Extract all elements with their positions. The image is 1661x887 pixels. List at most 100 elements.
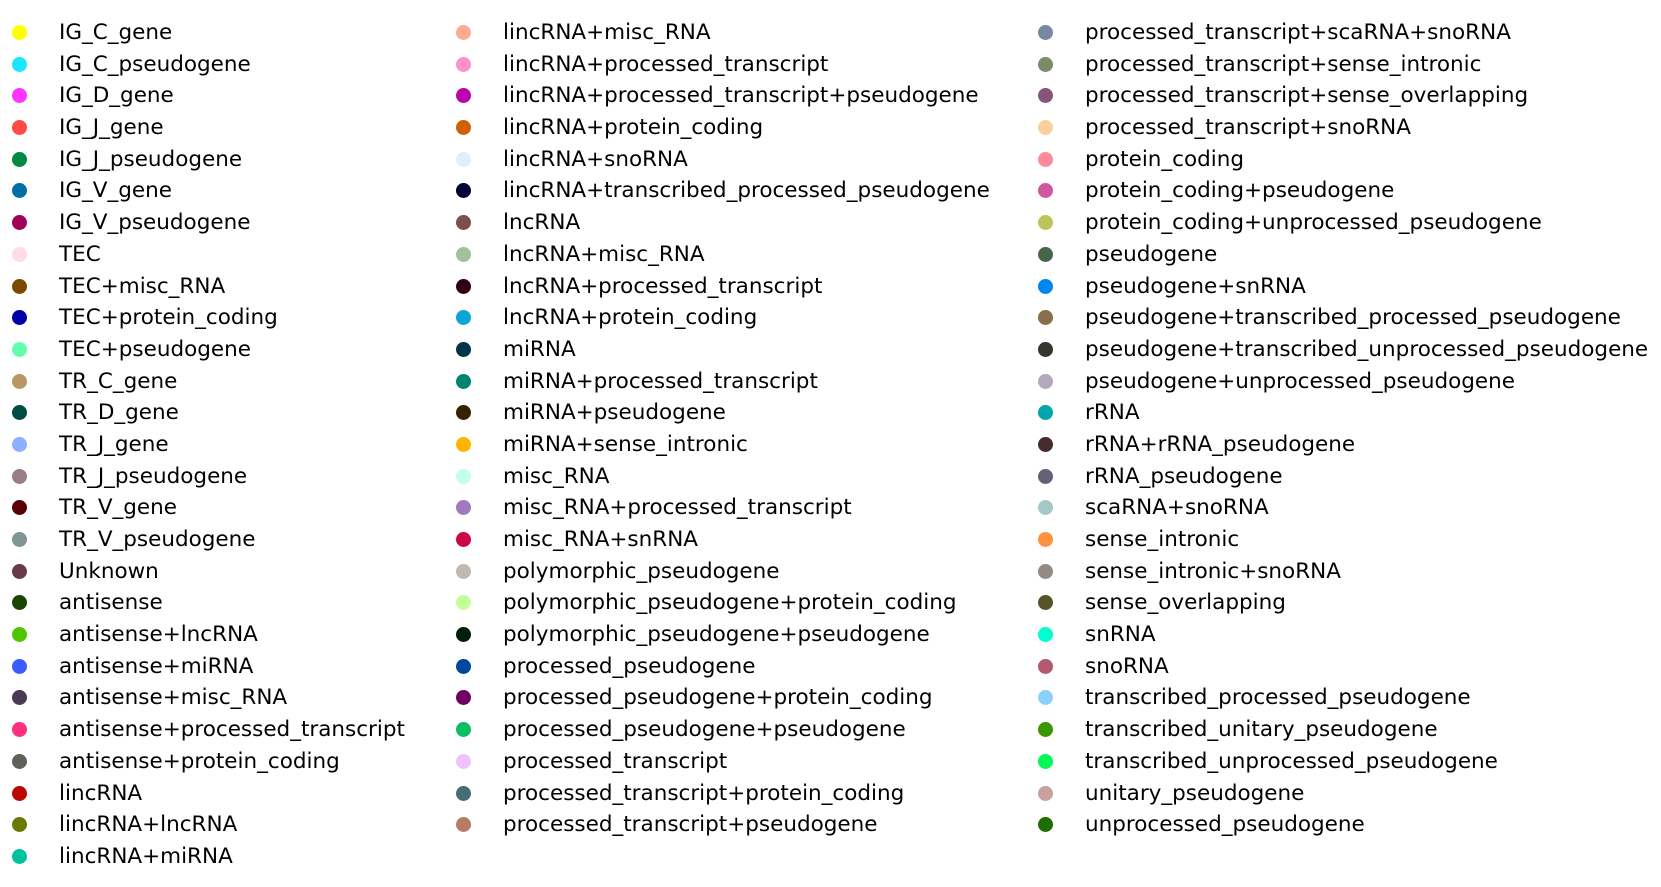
legend-marker [1038,56,1053,72]
legend-label: rRNA [1085,400,1140,426]
legend-marker [12,151,27,167]
legend-label: lincRNA+transcribed_processed_pseudogene [503,178,990,204]
legend-label: transcribed_processed_pseudogene [1085,685,1471,711]
legend-marker [1038,690,1053,706]
legend-marker [1038,785,1053,801]
legend-marker [456,500,471,516]
legend-marker [12,658,27,674]
legend-label: lncRNA+misc_RNA [503,241,705,267]
legend-label: antisense [59,590,163,616]
legend-label: TEC+protein_coding [59,305,278,331]
legend-marker [456,722,471,738]
legend-marker [456,627,471,643]
legend-marker [456,532,471,547]
legend-marker [12,120,27,136]
legend-label: TR_J_gene [59,431,169,457]
legend-label: IG_J_gene [59,115,164,141]
legend-label: TR_J_pseudogene [59,463,248,489]
legend-label: miRNA+processed_transcript [503,368,818,394]
legend-label: TR_D_gene [59,400,179,426]
legend-marker [12,627,27,643]
legend-label: processed_pseudogene+pseudogene [503,717,906,743]
legend-label: IG_V_pseudogene [59,210,251,236]
legend-marker [1038,120,1053,136]
legend-label: antisense+lncRNA [59,622,258,648]
legend-label: lincRNA+processed_transcript+pseudogene [503,83,979,109]
legend-marker [12,785,27,801]
legend-label: lncRNA [503,210,581,236]
legend-marker [1038,436,1053,452]
legend-marker [456,278,471,294]
legend-label: TEC+pseudogene [59,336,251,362]
legend-marker [12,436,27,452]
legend-label: rRNA_pseudogene [1085,463,1283,489]
legend-marker [1038,215,1053,231]
legend-label: lincRNA [59,780,143,806]
legend-label: IG_C_pseudogene [59,51,251,77]
legend-marker [1038,278,1053,294]
legend-label: misc_RNA [503,463,610,489]
legend-label: lincRNA+snoRNA [503,146,688,172]
legend-marker [1038,563,1053,579]
legend-label: polymorphic_pseudogene+protein_coding [503,590,957,616]
legend-marker [1038,405,1053,421]
legend-marker [456,151,471,167]
legend-marker [12,215,27,231]
legend-marker [12,690,27,706]
legend-label: miRNA+sense_intronic [503,431,748,457]
legend-marker [456,658,471,674]
legend-marker [1038,341,1053,357]
legend-label: snRNA [1085,622,1156,648]
legend-marker [456,183,471,199]
legend-label: processed_pseudogene [503,653,756,679]
legend-label: processed_transcript [503,748,728,774]
legend-label: processed_transcript+sense_overlapping [1085,83,1529,109]
legend-label: antisense+misc_RNA [59,685,288,711]
legend-marker [1038,246,1053,262]
legend-marker [12,563,27,579]
legend-label: IG_C_gene [59,20,173,45]
legend-label: processed_transcript+protein_coding [503,780,905,806]
legend-marker [12,595,27,611]
legend-marker [12,500,27,516]
legend-marker [456,690,471,706]
legend-label: pseudogene+transcribed_unprocessed_pseud… [1085,336,1649,362]
legend-marker [456,56,471,72]
legend-marker [12,310,27,326]
legend-marker [1038,532,1053,547]
legend-label: antisense+protein_coding [59,748,340,774]
legend-marker [456,310,471,326]
legend-marker [456,215,471,231]
legend-marker [1038,310,1053,326]
legend-label: miRNA [503,336,576,362]
legend-label: IG_D_gene [59,83,174,109]
legend-marker [456,817,471,833]
legend-marker [1038,468,1053,484]
legend-label: sense_intronic [1085,527,1240,552]
legend-label: IG_J_pseudogene [59,146,243,172]
legend-label: sense_overlapping [1085,590,1286,616]
legend-marker [12,848,27,864]
legend-marker [1038,753,1053,769]
legend-marker [1038,183,1053,199]
legend-marker [12,817,27,833]
legend-label: unitary_pseudogene [1085,780,1305,806]
legend-marker [456,246,471,262]
legend-label: processed_transcript+pseudogene [503,812,878,838]
legend-marker [12,373,27,389]
legend-label: TR_V_gene [59,495,178,521]
legend-label: lncRNA+processed_transcript [503,273,823,299]
legend-marker [12,88,27,104]
legend-marker [456,88,471,104]
legend-marker [1038,595,1053,611]
legend-label: lncRNA+protein_coding [503,305,758,331]
legend-label: transcribed_unprocessed_pseudogene [1085,748,1498,774]
legend-label: polymorphic_pseudogene [503,558,780,584]
legend-marker [456,563,471,579]
legend-marker [12,56,27,72]
legend-marker [456,120,471,136]
legend-label: antisense+miRNA [59,653,254,679]
legend-marker [12,246,27,262]
legend-label: scaRNA+snoRNA [1085,495,1269,521]
